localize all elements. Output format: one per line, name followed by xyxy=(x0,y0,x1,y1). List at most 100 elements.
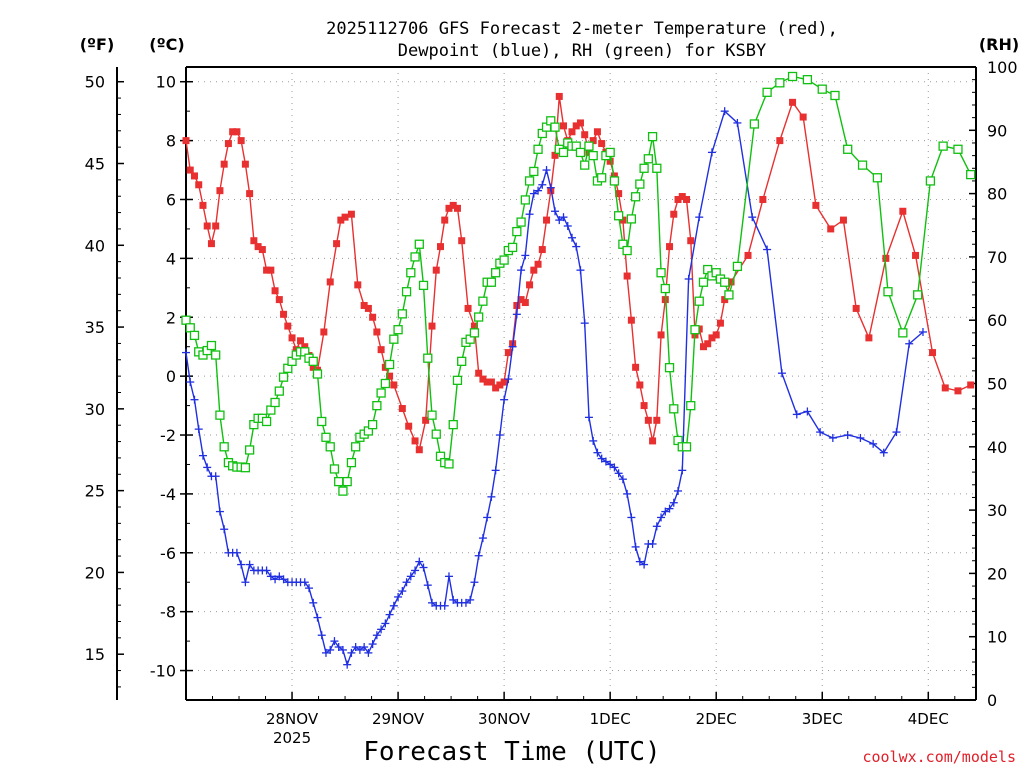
temp-point xyxy=(207,240,215,248)
rh-point xyxy=(346,457,357,468)
temp-point xyxy=(865,334,873,342)
rh-point xyxy=(338,486,348,496)
rh-point xyxy=(444,459,454,469)
temp-point xyxy=(678,193,686,201)
rh-point xyxy=(609,176,620,186)
celsius-tick-label: 0 xyxy=(166,367,176,386)
rh-point xyxy=(351,442,361,452)
fahrenheit-tick-label: 20 xyxy=(85,563,105,582)
fahrenheit-tick-label: 45 xyxy=(85,155,105,174)
temp-point xyxy=(576,119,584,127)
temp-point xyxy=(415,446,423,454)
rh-point xyxy=(342,476,352,487)
temp-point xyxy=(670,210,678,218)
dewpoint-point xyxy=(803,407,812,416)
rh-point xyxy=(681,442,692,452)
dewpoint-point xyxy=(856,433,865,442)
rh-point xyxy=(278,372,289,382)
fahrenheit-tick-label: 40 xyxy=(85,236,105,255)
dewpoint-point xyxy=(423,581,432,590)
temp-point xyxy=(649,437,657,445)
rh-point xyxy=(414,239,424,249)
temp-point xyxy=(441,216,449,224)
dewpoint-point xyxy=(220,525,229,534)
temp-point xyxy=(543,216,551,224)
rh-point xyxy=(393,325,403,335)
dewpoint-point xyxy=(330,637,339,646)
dewpoint-point xyxy=(584,413,593,422)
dewpoint-point xyxy=(232,548,241,557)
celsius-unit-label: (ºC) xyxy=(149,35,184,54)
rh-point xyxy=(274,386,284,396)
rh-point xyxy=(308,356,318,366)
dewpoint-point xyxy=(669,498,678,507)
dewpoint-point xyxy=(351,643,360,652)
dewpoint-point xyxy=(466,595,475,604)
temp-point xyxy=(258,246,266,254)
temp-point xyxy=(555,92,563,100)
dewpoint-point xyxy=(601,457,610,466)
dewpoint-point xyxy=(203,463,212,472)
dewpoint-point xyxy=(748,213,757,222)
dewpoint-point xyxy=(567,233,576,242)
x-tick-label: 28NOV xyxy=(266,710,319,728)
temp-point xyxy=(254,243,262,251)
rh-tick-label: 50 xyxy=(987,375,1007,394)
temp-point xyxy=(929,349,937,357)
rh-point xyxy=(558,147,569,158)
dewpoint-point xyxy=(614,469,623,478)
dewpoint-point xyxy=(610,463,619,472)
rh-point xyxy=(802,75,813,85)
temp-point xyxy=(186,166,194,174)
dewpoint-point xyxy=(385,610,394,619)
rh-point xyxy=(656,268,666,278)
temp-point xyxy=(492,384,500,392)
dewpoint-point xyxy=(428,598,437,607)
x-tick-label: 30NOV xyxy=(478,710,531,728)
temp-point xyxy=(521,299,529,307)
rh-point xyxy=(410,252,420,262)
temp-point xyxy=(699,343,707,351)
dewpoint-point xyxy=(869,439,878,448)
temp-point xyxy=(882,254,890,262)
temp-point xyxy=(190,172,198,180)
temp-point xyxy=(568,128,576,136)
rh-point xyxy=(694,296,704,306)
dewpoint-point xyxy=(487,492,496,501)
temp-point xyxy=(812,201,820,209)
dewpoint-point xyxy=(606,460,615,469)
temp-point xyxy=(674,195,682,203)
temp-point xyxy=(428,322,436,330)
celsius-tick-label: 6 xyxy=(166,190,176,209)
celsius-tick-label: 4 xyxy=(166,249,176,268)
temp-point xyxy=(309,363,317,371)
dewpoint-point xyxy=(190,395,199,404)
dewpoint-point xyxy=(211,472,220,481)
temp-point xyxy=(271,287,279,295)
fahrenheit-tick-label: 25 xyxy=(85,482,105,501)
rh-point xyxy=(423,353,433,363)
rh-tick-label: 20 xyxy=(987,564,1007,583)
dewpoint-point xyxy=(182,348,190,357)
dewpoint-point xyxy=(905,339,914,348)
dewpoint-point xyxy=(377,625,386,634)
temp-point xyxy=(233,128,241,136)
rh-point xyxy=(427,410,437,420)
rh-point xyxy=(647,131,658,142)
dewpoint-point xyxy=(631,542,640,551)
chart-title-line-2: Dewpoint (blue), RH (green) for KSBY xyxy=(398,41,766,61)
temp-point xyxy=(326,278,334,286)
rh-point xyxy=(575,147,586,158)
temp-point xyxy=(716,319,724,327)
rh-point xyxy=(469,328,480,338)
temp-point xyxy=(513,301,521,309)
rh-point xyxy=(478,296,488,306)
rh-point xyxy=(452,375,463,385)
dewpoint-point xyxy=(368,640,377,649)
rh-point xyxy=(219,442,229,452)
temp-point xyxy=(475,369,483,377)
rh-point xyxy=(630,192,641,202)
temp-point xyxy=(398,405,406,413)
dewpoint-point xyxy=(576,266,585,275)
